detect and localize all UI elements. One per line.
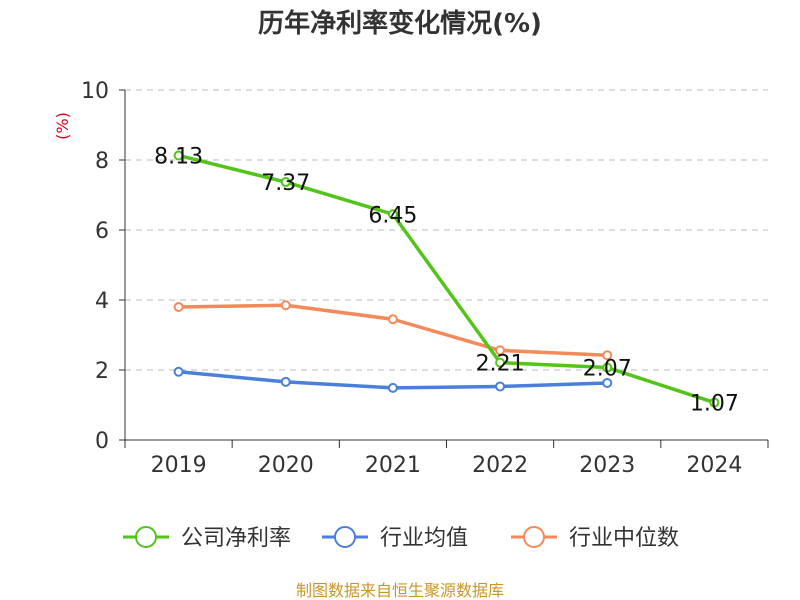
legend-label: 行业中位数 <box>569 526 679 551</box>
legend-swatch-marker <box>334 526 356 548</box>
chart-title: 历年净利率变化情况(%) <box>258 8 542 39</box>
x-tick-label: 2024 <box>686 453 742 478</box>
data-point <box>387 209 398 220</box>
data-label: 2.07 <box>583 357 632 382</box>
data-point <box>280 376 291 387</box>
y-tick-label: 2 <box>95 359 109 384</box>
x-tick-label: 2020 <box>258 453 314 478</box>
y-tick-label: 8 <box>95 149 109 174</box>
x-tick-label: 2022 <box>472 453 528 478</box>
legend-item-2[interactable]: 行业中位数 <box>511 526 679 551</box>
x-tick-label: 2023 <box>579 453 635 478</box>
y-axis-unit: (%) <box>53 112 72 140</box>
y-tick-label: 6 <box>95 219 109 244</box>
legend-label: 行业均值 <box>380 526 468 551</box>
grid-lines <box>125 89 768 371</box>
data-point <box>173 302 184 312</box>
data-point <box>602 350 613 361</box>
data-label: 6.45 <box>368 203 417 228</box>
axes: 0 2 4 6 8 10 2019 2020 2021 2022 2023 2024 <box>81 79 769 478</box>
legend-item-0[interactable]: 公司净利率 <box>123 526 291 551</box>
legend[interactable]: 公司净利率 行业均值 行业中位数 <box>123 526 679 551</box>
data-point <box>709 397 720 408</box>
series-line-0 <box>178 153 715 405</box>
data-labels: 8.13 7.37 6.45 2.21 2.07 1.07 <box>154 144 739 416</box>
data-point <box>602 362 613 373</box>
data-label: 1.07 <box>690 392 739 417</box>
data-point <box>602 377 613 388</box>
data-point <box>280 300 291 311</box>
legend-item-1[interactable]: 行业均值 <box>322 526 468 551</box>
data-label: 8.13 <box>154 144 203 169</box>
data-source-note: 制图数据来自恒生聚源数据库 <box>296 581 504 600</box>
legend-swatch-marker <box>135 526 157 548</box>
series-lines <box>173 150 720 408</box>
data-point <box>495 345 506 356</box>
y-tick-label: 0 <box>95 429 109 454</box>
data-point <box>387 382 398 393</box>
series-line-2 <box>178 303 608 358</box>
y-tick-label: 4 <box>95 289 109 314</box>
data-point <box>173 150 184 161</box>
data-label: 2.21 <box>476 352 525 377</box>
legend-label: 公司净利率 <box>181 526 291 551</box>
data-point <box>387 314 398 325</box>
data-point <box>495 381 506 392</box>
y-tick-label: 10 <box>81 79 109 104</box>
data-point <box>280 177 291 188</box>
legend-swatch-marker <box>523 526 545 548</box>
x-tick-label: 2019 <box>151 453 207 478</box>
data-label: 7.37 <box>261 171 310 196</box>
x-tick-label: 2021 <box>365 453 421 478</box>
data-point <box>173 366 184 377</box>
data-point <box>495 357 506 368</box>
